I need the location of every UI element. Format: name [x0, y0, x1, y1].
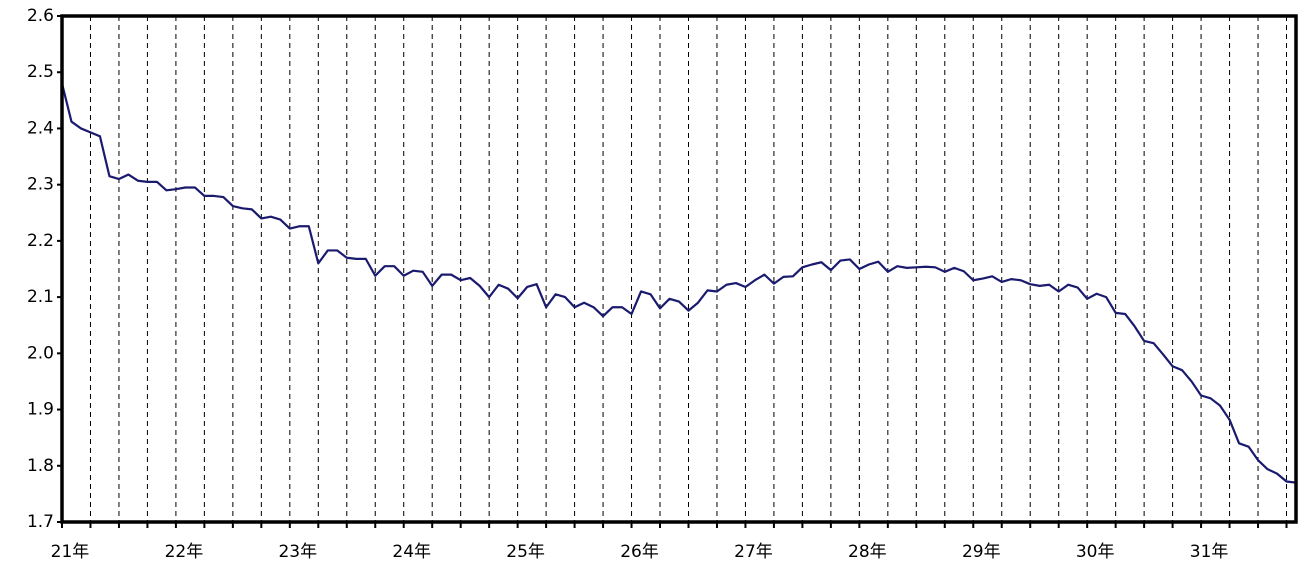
- y-tick-label: 1.7: [27, 512, 54, 532]
- x-tick-label: 26年: [620, 542, 659, 562]
- x-tick-label: 30年: [1076, 542, 1115, 562]
- x-tick-label: 21年: [51, 542, 90, 562]
- y-tick-label: 1.9: [27, 400, 54, 420]
- plot-frame: [60, 14, 1298, 524]
- data-line: [60, 83, 1297, 484]
- y-tick-label: 2.6: [27, 6, 54, 26]
- y-tick-label: 2.0: [27, 343, 54, 363]
- x-tick-label: 25年: [506, 542, 545, 562]
- y-tick-label: 2.2: [27, 231, 54, 251]
- x-tick-label: 22年: [165, 542, 204, 562]
- y-tick-label: 2.3: [27, 175, 54, 195]
- y-tick-label: 2.5: [27, 62, 54, 82]
- x-tick-label: 24年: [392, 542, 431, 562]
- y-tick-label: 2.1: [27, 287, 54, 307]
- x-tick-label: 23年: [278, 542, 317, 562]
- x-tick-label: 27年: [734, 542, 773, 562]
- x-tick-label: 29年: [962, 542, 1001, 562]
- x-tick-label: 31年: [1190, 542, 1229, 562]
- y-tick-label: 1.8: [27, 456, 54, 476]
- y-tick-label: 2.4: [27, 118, 54, 138]
- x-tick-label: 28年: [848, 542, 887, 562]
